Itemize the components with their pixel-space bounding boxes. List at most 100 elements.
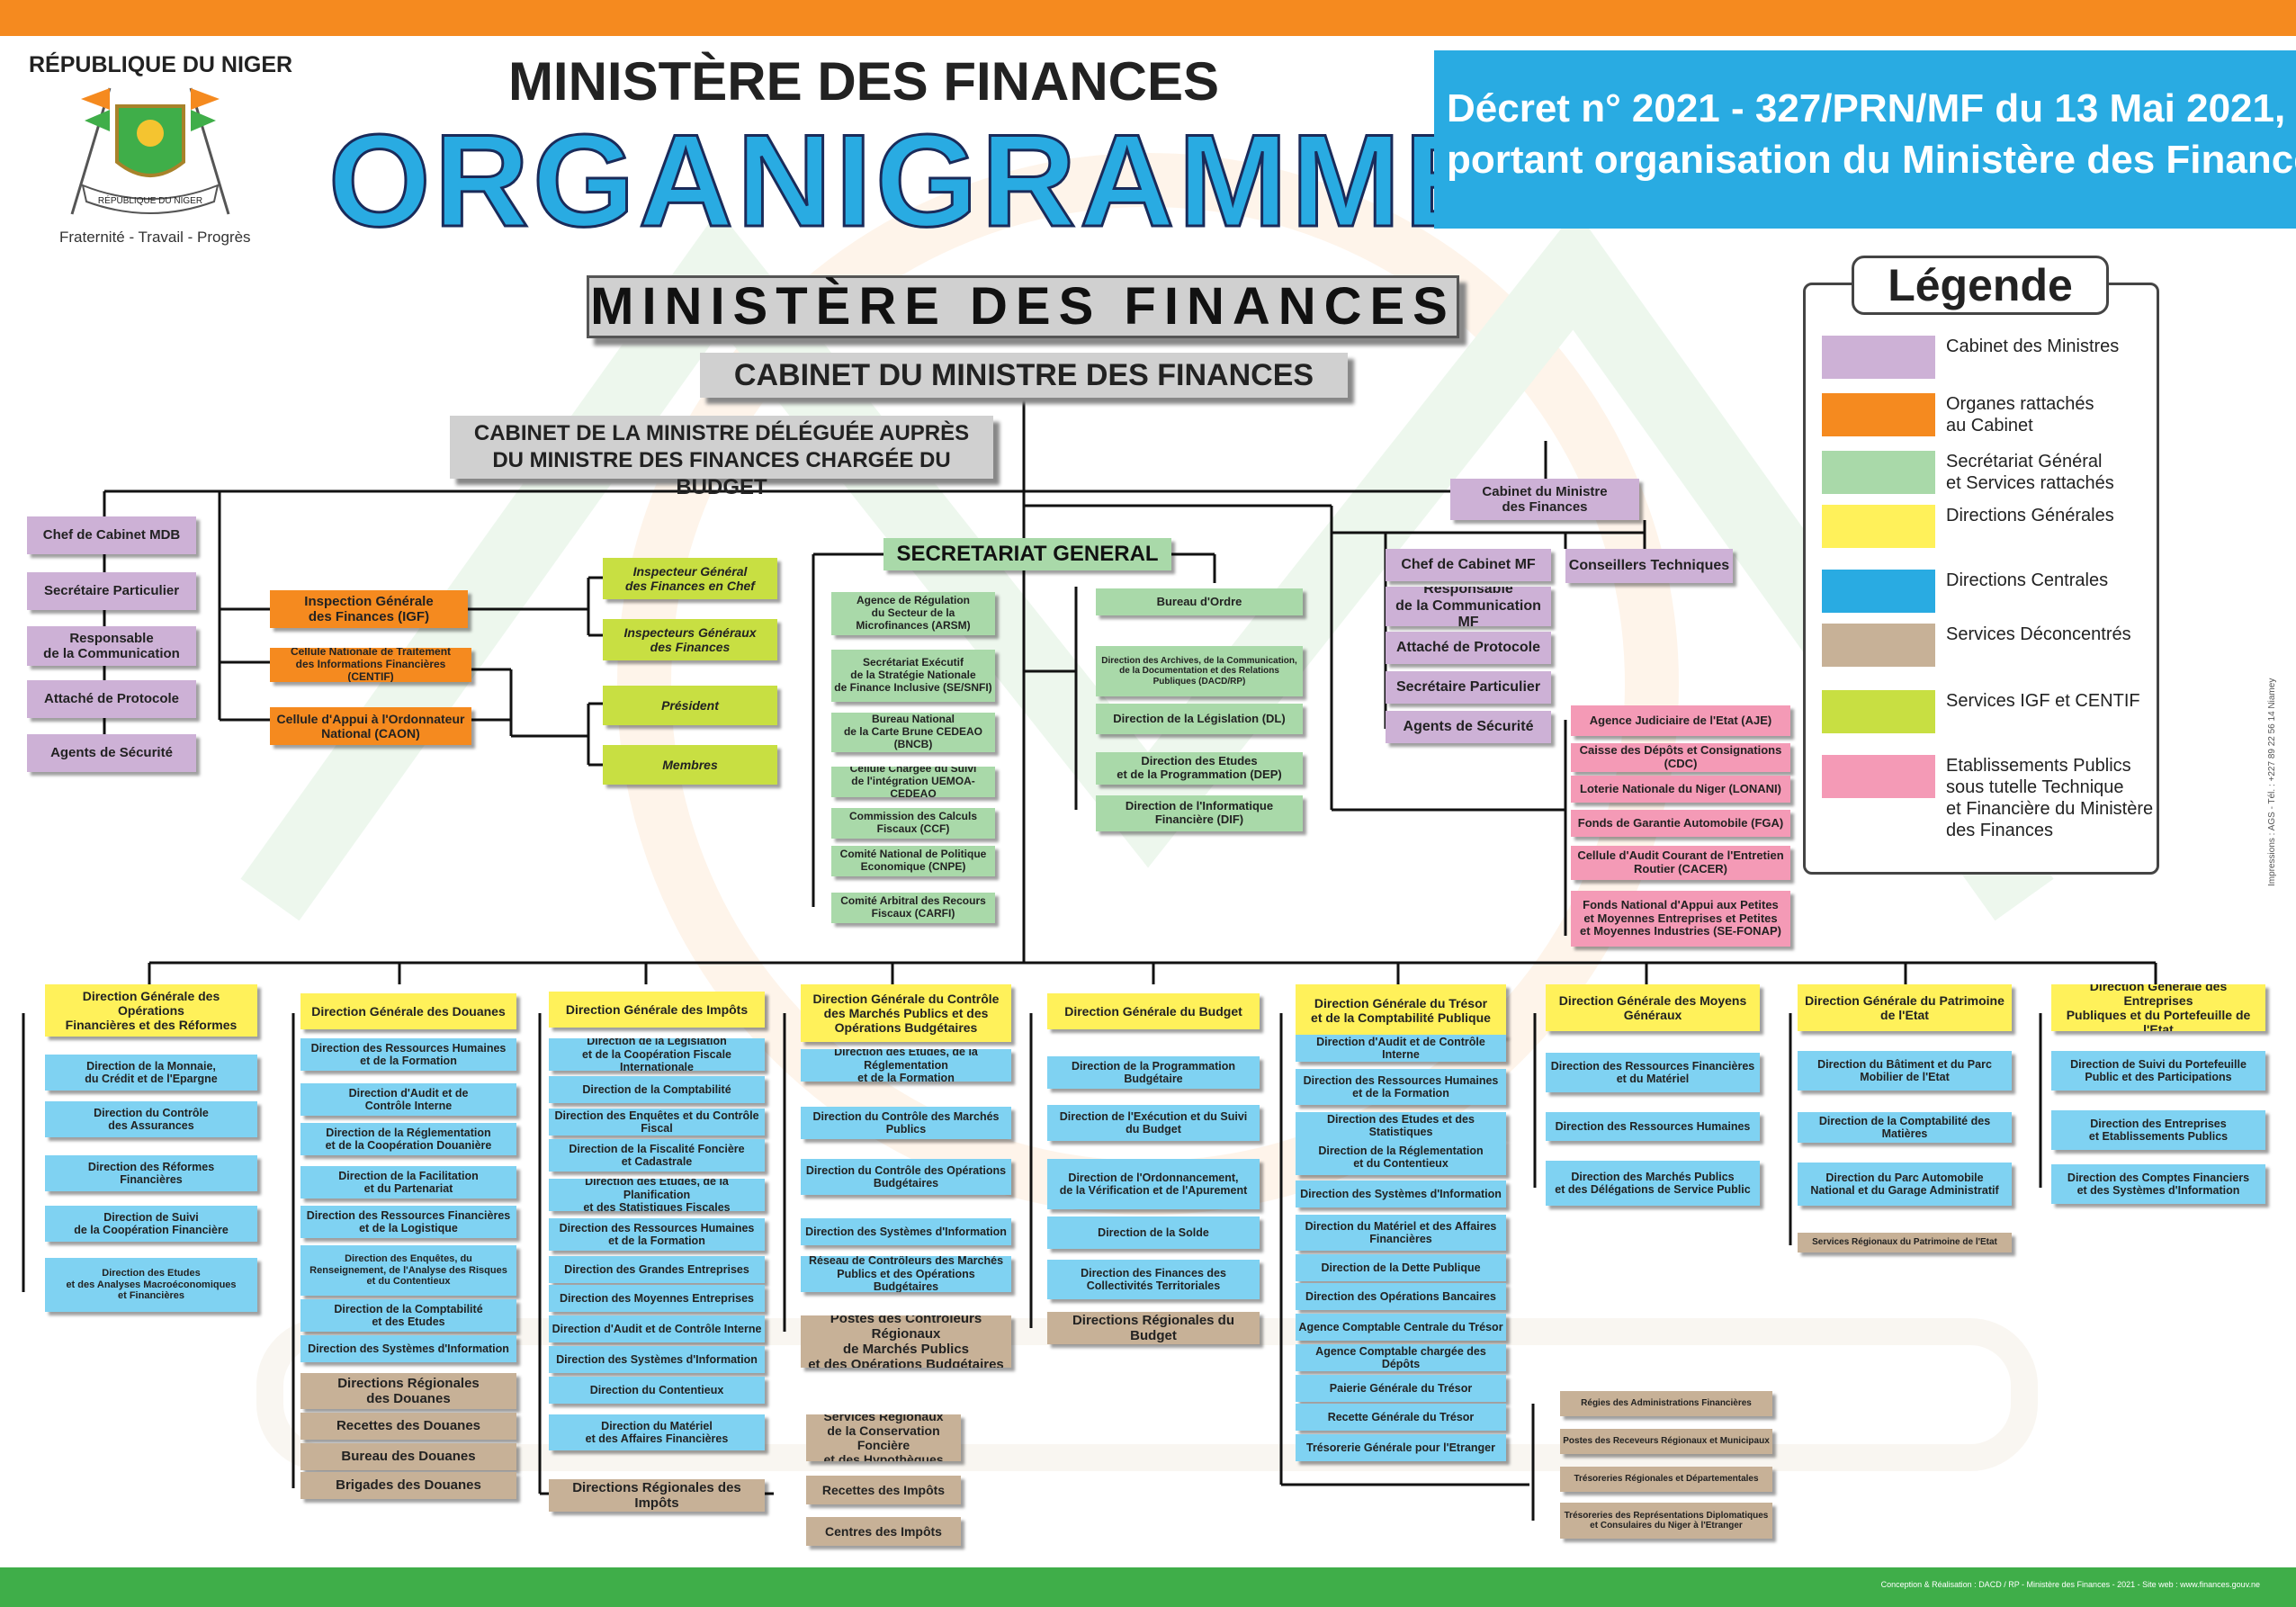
service-deconcentre: Postes des Contrôleurs Régionaux de Marc… (801, 1315, 1011, 1368)
top-orange-band (0, 0, 2296, 36)
legend-swatch (1822, 570, 1935, 613)
direction-centrale: Direction du Contrôle des Marchés Public… (801, 1107, 1011, 1139)
direction-centrale: Direction des Opérations Bancaires (1296, 1283, 1506, 1310)
cabinet-mf-item: Responsable de la Communication MF (1386, 587, 1551, 626)
organe-centif: Cellule Nationale de Traitement des Info… (270, 648, 471, 682)
legend-swatch (1822, 336, 1935, 379)
direction-centrale: Direction des Moyennes Entreprises (549, 1285, 765, 1312)
direction-centrale: Direction des Comptes Financiers et des … (2051, 1164, 2265, 1204)
service-deconcentre: Brigades des Douanes (300, 1472, 516, 1499)
legend-label: Services Déconcentrés (1946, 624, 2131, 644)
legend-label: Services IGF et CENTIF (1946, 691, 2140, 711)
igf-centif-item: Président (603, 686, 777, 725)
ministry-title: MINISTÈRE DES FINANCES (507, 51, 1220, 112)
direction-centrale: Direction de la Programmation Budgétaire (1047, 1056, 1260, 1089)
service-deconcentre: Services Régionaux du Patrimoine de l'Et… (1798, 1233, 2012, 1252)
motto-label: Fraternité - Travail - Progrès (59, 229, 251, 246)
direction-centrale: Direction de la Dette Publique (1296, 1254, 1506, 1281)
sg-direction: Direction des Etudes et de la Programmat… (1096, 752, 1303, 785)
direction-centrale: Direction de la Solde (1047, 1216, 1260, 1249)
direction-centrale: Direction de la Fiscalité Foncière et Ca… (549, 1139, 765, 1172)
legend-item: Directions Centrales (1820, 570, 2162, 624)
direction-centrale: Direction de la Réglementation et de la … (300, 1123, 516, 1155)
direction-generale-head: Direction Générale des Entreprises Publi… (2051, 984, 2265, 1031)
ministry-header-box: MINISTÈRE DES FINANCES (587, 275, 1459, 338)
delegate-minister-cabinet-box: CABINET DE LA MINISTRE DÉLÉGUÉE AUPRÈS D… (450, 416, 993, 499)
direction-centrale: Direction des Enquêtes et du Contrôle Fi… (549, 1109, 765, 1136)
direction-centrale: Direction des Systèmes d'Information (1296, 1181, 1506, 1207)
direction-centrale: Direction de la Comptabilité et des Etud… (300, 1299, 516, 1332)
direction-centrale: Direction de la Réglementation et du Con… (1296, 1139, 1506, 1175)
legend-item: Directions Générales (1820, 505, 2162, 559)
direction-centrale: Direction de la Législation et de la Coo… (549, 1038, 765, 1071)
footer-credits: Conception & Réalisation : DACD / RP - M… (1880, 1580, 2260, 1589)
direction-centrale: Direction des Grandes Entreprises (549, 1256, 765, 1283)
direction-centrale: Direction de la Comptabilité (549, 1076, 765, 1103)
direction-centrale: Réseau de Contrôleurs des Marchés Public… (801, 1256, 1011, 1292)
legend-swatch (1822, 755, 1935, 798)
direction-centrale: Direction d'Audit et de Contrôle Interne (1296, 1035, 1506, 1062)
direction-centrale: Direction des Etudes et des Analyses Mac… (45, 1258, 257, 1312)
sg-direction: Direction de la Législation (DL) (1096, 704, 1303, 734)
direction-centrale: Direction des Marchés Publics et des Dél… (1546, 1161, 1760, 1206)
sg-attached-service: Secrétariat Exécutif de la Stratégie Nat… (831, 650, 995, 702)
direction-generale-head: Direction Générale du Contrôle des March… (801, 984, 1011, 1042)
direction-centrale: Direction des Etudes, de la Réglementati… (801, 1049, 1011, 1082)
cabinet-mf-item: Secrétaire Particulier (1386, 671, 1551, 704)
bottom-green-band (0, 1567, 2296, 1607)
sg-attached-service: Bureau National de la Carte Brune CEDEAO… (831, 713, 995, 752)
service-deconcentre: Services Régionaux de la Conservation Fo… (806, 1414, 961, 1461)
direction-centrale: Direction des Finances des Collectivités… (1047, 1260, 1260, 1299)
service-deconcentre: Régies des Administrations Financières (1560, 1391, 1772, 1416)
direction-centrale: Agence Comptable chargée des Dépôts (1296, 1344, 1506, 1371)
legend-swatch (1822, 505, 1935, 548)
legend-title: Légende (1852, 256, 2109, 315)
direction-centrale: Direction des Ressources Humaines (1546, 1112, 1760, 1141)
sg-attached-service: Commission des Calculs Fiscaux (CCF) (831, 808, 995, 839)
direction-centrale: Direction des Ressources Humaines et de … (1296, 1069, 1506, 1105)
legend-item: Services Déconcentrés (1820, 624, 2162, 678)
legend-label: Etablissements Publics sous tutelle Tech… (1946, 756, 2154, 840)
direction-centrale: Direction de l'Ordonnancement, de la Vér… (1047, 1159, 1260, 1209)
direction-centrale: Direction du Bâtiment et du Parc Mobilie… (1798, 1051, 2012, 1091)
direction-centrale: Direction des Enquêtes, du Renseignement… (300, 1245, 516, 1296)
legend-swatch (1822, 690, 1935, 733)
organe-igf: Inspection Générale des Finances (IGF) (270, 590, 468, 628)
legend-label: Directions Centrales (1946, 570, 2109, 590)
cabinet-mf-head: Cabinet du Ministre des Finances (1450, 479, 1639, 520)
sg-direction: Direction des Archives, de la Communicat… (1096, 646, 1303, 696)
etablissement-public: Agence Judiciaire de l'Etat (AJE) (1571, 705, 1790, 736)
cabinet-mdb-item: Attaché de Protocole (27, 680, 196, 718)
direction-centrale: Direction des Ressources Humaines et de … (300, 1038, 516, 1071)
direction-centrale: Direction d'Audit et de Contrôle Interne (549, 1315, 765, 1342)
direction-centrale: Direction du Parc Automobile National et… (1798, 1163, 2012, 1206)
niger-emblem-icon: RÉPUBLIQUE DU NIGER (70, 87, 230, 215)
direction-centrale: Direction des Ressources Financières et … (300, 1206, 516, 1238)
legend-item: Services IGF et CENTIF (1820, 690, 2162, 744)
direction-generale-head: Direction Générale des Moyens Généraux (1546, 984, 1760, 1031)
cabinet-minister-box: CABINET DU MINISTRE DES FINANCES (700, 353, 1348, 398)
legend-label: Directions Générales (1946, 506, 2114, 525)
direction-centrale: Direction des Ressources Financières et … (1546, 1053, 1760, 1092)
service-deconcentre: Trésoreries des Représentations Diplomat… (1560, 1503, 1772, 1539)
sg-direction: Bureau d'Ordre (1096, 588, 1303, 615)
direction-centrale: Direction de la Facilitation et du Parte… (300, 1166, 516, 1199)
legend-item: Etablissements Publics sous tutelle Tech… (1820, 755, 2162, 840)
igf-centif-item: Inspecteurs Généraux des Finances (603, 619, 777, 660)
cabinet-mf-item: Agents de Sécurité (1386, 711, 1551, 743)
direction-centrale: Direction du Contrôle des Assurances (45, 1101, 257, 1137)
legend-item: Organes rattachés au Cabinet (1820, 393, 2162, 447)
igf-centif-item: Inspecteur Général des Finances en Chef (603, 558, 777, 599)
main-title: ORGANIGRAMME (327, 107, 1496, 254)
direction-centrale: Direction de Suivi de la Coopération Fin… (45, 1206, 257, 1242)
direction-generale-head: Direction Générale du Trésor et de la Co… (1296, 984, 1506, 1037)
republic-label: RÉPUBLIQUE DU NIGER (29, 52, 293, 77)
direction-centrale: Direction des Ressources Humaines et de … (549, 1218, 765, 1251)
sg-attached-service: Comité National de Politique Economique … (831, 846, 995, 876)
sg-attached-service: Agence de Régulation du Secteur de la Mi… (831, 592, 995, 635)
direction-centrale: Recette Générale du Trésor (1296, 1404, 1506, 1431)
direction-generale-head: Direction Générale des Opérations Financ… (45, 984, 257, 1037)
sg-direction: Direction de l'Informatique Financière (… (1096, 795, 1303, 831)
direction-generale-head: Direction Générale des Douanes (300, 993, 516, 1029)
